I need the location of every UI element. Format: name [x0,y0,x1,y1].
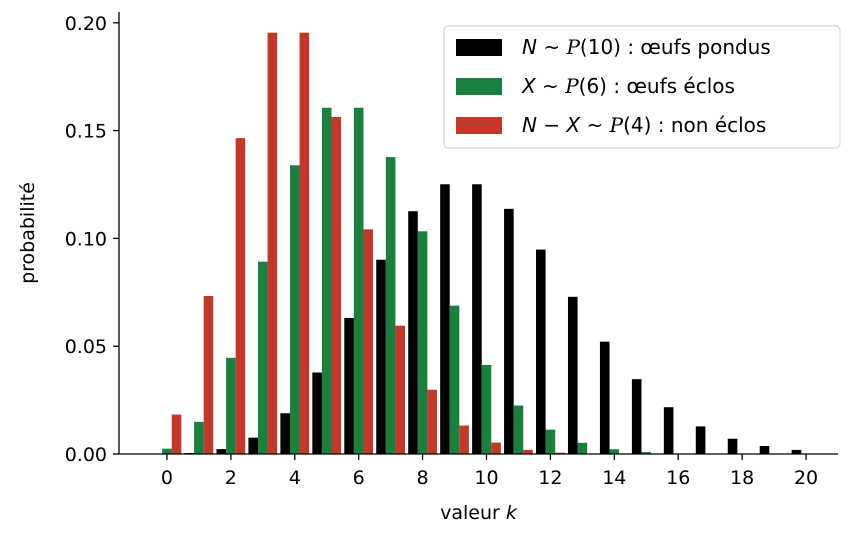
legend-swatch-1 [456,39,502,56]
bar-series-1-k-18 [727,438,738,454]
bar-series-3-k-4 [299,32,310,454]
bar-series-1-k-5 [312,372,322,454]
bar-series-2-k-13 [577,442,588,454]
bar-series-2-k-7 [385,157,396,455]
y-tick-label: 0.20 [65,13,107,35]
bar-series-1-k-19 [759,446,770,454]
bar-series-2-k-4 [289,165,300,455]
y-ticks: 0.00 0.05 0.10 0.15 0.20 [65,13,119,466]
y-tick-label: 0.10 [65,228,107,250]
x-axis-title-variable: k [506,502,518,524]
bar-series-1-k-12 [536,249,546,454]
x-tick-label: 20 [794,467,818,489]
x-tick-label: 4 [289,467,301,489]
bar-series-3-k-9 [459,425,469,454]
legend-label-3: N − X ~ P(4) : non éclos [522,113,766,137]
bar-series-1-k-20 [791,449,802,454]
bar-series-3-k-0 [171,414,182,454]
legend-label-1: N ~ P(10) : œufs pondus [522,35,771,59]
x-tick-label: 14 [602,467,626,489]
bar-series-3-k-11 [523,449,533,454]
bar-series-1-k-11 [504,208,514,454]
bar-series-2-k-9 [449,305,460,454]
bar-series-2-k-5 [321,107,332,454]
y-axis-title: probabilité [17,182,39,284]
legend-label-2: X ~ P(6) : œufs éclos [521,74,735,98]
bar-series-1-k-4 [280,413,290,454]
bar-series-3-k-3 [267,32,278,454]
bar-series-1-k-9 [440,184,450,454]
x-tick-label: 0 [161,467,173,489]
bar-series-1-k-6 [344,317,354,454]
bar-series-2-k-14 [609,449,620,454]
bar-series-2-k-0 [162,448,172,454]
y-tick-label: 0.00 [65,444,107,466]
bar-series-2-k-8 [417,231,428,454]
legend-frame [443,25,841,149]
bar-series-2-k-11 [513,405,524,454]
bar-series-2-k-1 [194,421,204,454]
x-tick-label: 12 [538,467,562,489]
x-ticks: 0 2 4 6 8 10 12 14 16 18 20 [161,454,818,489]
bar-series-3-k-10 [491,442,501,454]
x-axis-title-prefix: valeur [440,502,500,524]
bar-series-2-k-15 [641,452,652,454]
bar-series-1-k-17 [695,426,706,454]
bar-series-3-k-2 [235,138,246,454]
legend-swatch-3 [456,117,502,134]
bar-series-2-k-2 [226,357,236,454]
bar-series-3-k-5 [331,117,342,454]
y-tick-label: 0.15 [65,121,107,143]
legend-swatch-2 [456,78,502,95]
legend: N ~ P(10) : œufs pondus X ~ P(6) : œufs é… [443,25,841,149]
x-tick-label: 6 [353,467,365,489]
bar-series-3-k-6 [363,229,374,454]
bar-series-3-k-1 [203,295,214,454]
bar-series-1-k-3 [248,437,259,454]
bar-series-3-k-8 [427,389,437,454]
bar-series-3-k-7 [395,325,406,454]
x-tick-label: 8 [417,467,429,489]
x-axis-title: valeur k [440,502,518,524]
x-tick-label: 16 [666,467,690,489]
y-tick-label: 0.05 [65,336,107,358]
x-tick-label: 18 [730,467,754,489]
x-tick-label: 10 [474,467,498,489]
bar-series-2-k-3 [258,261,268,454]
x-tick-label: 2 [225,467,237,489]
bars-layer [162,32,802,455]
bar-series-1-k-8 [408,211,418,454]
bar-series-2-k-6 [353,107,364,454]
bar-series-1-k-15 [631,379,642,454]
bar-series-1-k-16 [663,407,674,454]
bar-series-1-k-2 [216,449,227,454]
bar-series-1-k-14 [599,341,610,454]
bar-series-1-k-7 [376,259,386,454]
bar-series-1-k-13 [567,296,578,454]
bar-series-2-k-12 [545,429,556,454]
bar-series-2-k-10 [481,364,492,454]
bar-series-1-k-10 [472,184,482,454]
